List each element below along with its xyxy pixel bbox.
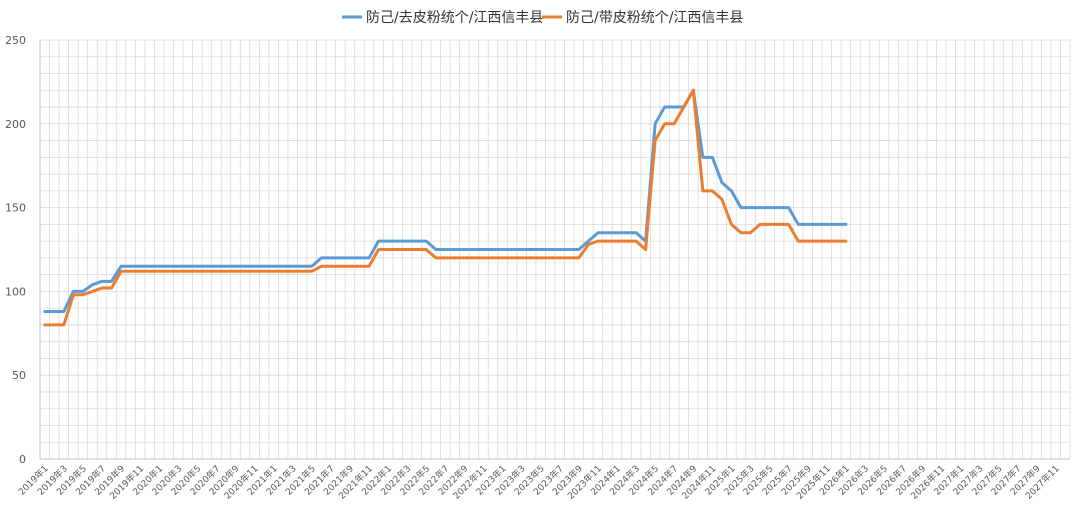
y-tick-label: 150 bbox=[5, 202, 26, 215]
legend-label-series-2: 防己/带皮粉统个/江西信丰县 bbox=[566, 10, 743, 26]
legend: 防己/去皮粉统个/江西信丰县 防己/带皮粉统个/江西信丰县 bbox=[342, 10, 743, 26]
grid-layer bbox=[39, 39, 1071, 460]
y-tick-label: 100 bbox=[5, 285, 26, 298]
y-tick-label: 0 bbox=[19, 453, 26, 466]
series-layer bbox=[43, 88, 848, 327]
axis-layer: 0501001502002502019年12019年32019年52019年72… bbox=[5, 34, 1070, 502]
series-line-1 bbox=[43, 88, 848, 314]
legend-label-series-1: 防己/去皮粉统个/江西信丰县 bbox=[366, 10, 543, 26]
y-tick-label: 250 bbox=[5, 34, 26, 47]
series-line-2 bbox=[43, 88, 848, 327]
y-tick-label: 200 bbox=[5, 118, 26, 131]
y-tick-label: 50 bbox=[12, 369, 26, 382]
